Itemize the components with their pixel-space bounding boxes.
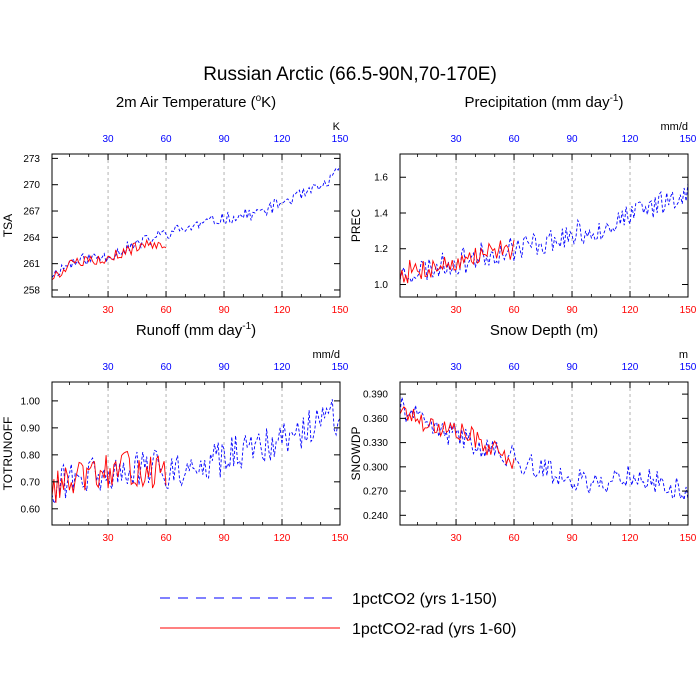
y-tick-label: 0.90	[21, 423, 41, 434]
x-tick-label-bottom: 60	[160, 533, 172, 544]
plot-frame	[51, 153, 341, 298]
y-tick-label: 0.70	[21, 477, 41, 488]
y-axis-label: PREC	[349, 208, 363, 242]
top-unit-label: m	[679, 349, 688, 361]
x-tick-label-bottom: 150	[332, 533, 349, 544]
x-tick-label-top: 150	[680, 362, 697, 373]
y-tick-label: 0.270	[363, 487, 388, 498]
x-tick-label-top: 150	[680, 134, 697, 145]
series-line-1pctCO2	[52, 165, 340, 278]
x-tick-label-bottom: 90	[218, 305, 230, 316]
x-tick-label-top: 120	[622, 134, 639, 145]
y-tick-label: 273	[23, 154, 40, 165]
series-line-1pctCO2	[400, 182, 688, 284]
panel-title: 2m Air Temperature (oK)	[116, 93, 276, 111]
x-tick-label-top: 150	[332, 362, 349, 373]
x-tick-label-top: 90	[218, 134, 230, 145]
x-tick-label-bottom: 120	[622, 305, 639, 316]
figure-title: Russian Arctic (66.5-90N,70-170E)	[203, 64, 497, 85]
series-line-1pctCO2	[52, 399, 340, 505]
x-tick-label-bottom: 120	[622, 533, 639, 544]
y-axis-label: SNOWDP	[349, 427, 363, 481]
x-tick-label-top: 90	[218, 362, 230, 373]
x-tick-label-top: 90	[566, 134, 578, 145]
legend-label-1pctco2-rad: 1pctCO2-rad (yrs 1-60)	[352, 621, 517, 638]
y-tick-label: 0.300	[363, 462, 388, 473]
legend: 1pctCO2 (yrs 1-150) 1pctCO2-rad (yrs 1-6…	[160, 591, 517, 638]
x-tick-label-top: 120	[274, 134, 291, 145]
y-tick-label: 270	[23, 180, 40, 191]
panel-air-temperature: 2m Air Temperature (oK) K 258 261 264 267 270 2…	[1, 93, 349, 316]
x-tick-label-top: 30	[102, 134, 114, 145]
x-tick-label-top: 120	[274, 362, 291, 373]
panel-precipitation: Precipitation (mm day-1) mm/d 1.0 1.2 1.4 1.6…	[349, 93, 697, 316]
top-unit-label: K	[333, 121, 341, 133]
y-axis-label: TOTRUNOFF	[1, 417, 15, 491]
y-tick-label: 0.80	[21, 450, 41, 461]
panel-runoff: Runoff (mm day-1) mm/d 0.60 0.70 0.80 0.90 1.0…	[1, 321, 349, 544]
x-tick-label-top: 120	[622, 362, 639, 373]
top-unit-label: mm/d	[661, 121, 689, 133]
x-tick-label-bottom: 120	[274, 305, 291, 316]
x-tick-label-bottom: 90	[566, 305, 578, 316]
x-tick-label-top: 90	[566, 362, 578, 373]
series-line-1pctCO2	[400, 397, 688, 502]
y-tick-label: 0.240	[363, 511, 388, 522]
x-tick-label-top: 30	[102, 362, 114, 373]
x-tick-label-bottom: 120	[274, 533, 291, 544]
x-tick-label-top: 60	[508, 362, 520, 373]
plot-frame	[399, 381, 689, 526]
panel-title: Runoff (mm day-1)	[136, 321, 256, 339]
x-tick-label-bottom: 150	[680, 305, 697, 316]
series-line-1pctCO2-rad	[52, 238, 167, 281]
x-tick-label-bottom: 90	[218, 533, 230, 544]
y-tick-label: 0.360	[363, 414, 388, 425]
x-tick-label-bottom: 30	[450, 305, 462, 316]
panel-title: Snow Depth (m)	[490, 322, 598, 339]
x-tick-label-bottom: 60	[508, 533, 520, 544]
y-tick-label: 1.00	[21, 396, 41, 407]
series-line-1pctCO2-rad	[400, 240, 515, 284]
y-tick-label: 1.4	[374, 208, 388, 219]
y-tick-label: 1.6	[374, 173, 388, 184]
x-tick-label-top: 30	[450, 362, 462, 373]
x-tick-label-bottom: 60	[160, 305, 172, 316]
top-unit-label: mm/d	[313, 349, 341, 361]
x-tick-label-bottom: 60	[508, 305, 520, 316]
series-line-1pctCO2-rad	[400, 406, 515, 469]
x-tick-label-bottom: 30	[102, 305, 114, 316]
y-tick-label: 0.60	[21, 504, 41, 515]
legend-label-1pctco2: 1pctCO2 (yrs 1-150)	[352, 591, 497, 608]
x-tick-label-top: 60	[508, 134, 520, 145]
y-axis-label: TSA	[1, 214, 15, 237]
x-tick-label-top: 30	[450, 134, 462, 145]
x-tick-label-top: 60	[160, 134, 172, 145]
y-tick-label: 1.2	[374, 244, 388, 255]
x-tick-label-bottom: 150	[332, 305, 349, 316]
x-tick-label-bottom: 30	[450, 533, 462, 544]
plot-frame	[399, 153, 689, 298]
panel-title: Precipitation (mm day-1)	[465, 93, 624, 111]
plot-frame	[51, 381, 341, 526]
series-line-1pctCO2-rad	[52, 450, 167, 503]
x-tick-label-bottom: 90	[566, 533, 578, 544]
x-tick-label-bottom: 150	[680, 533, 697, 544]
y-tick-label: 267	[23, 207, 40, 218]
y-tick-label: 0.390	[363, 390, 388, 401]
y-tick-label: 0.330	[363, 438, 388, 449]
x-tick-label-bottom: 30	[102, 533, 114, 544]
y-tick-label: 258	[23, 285, 40, 296]
y-tick-label: 1.0	[374, 280, 388, 291]
x-tick-label-top: 150	[332, 134, 349, 145]
panel-snow-depth: Snow Depth (m) m 0.240 0.270 0.300 0.330 0.360…	[349, 322, 697, 544]
x-tick-label-top: 60	[160, 362, 172, 373]
y-tick-label: 264	[23, 233, 40, 244]
y-tick-label: 261	[23, 259, 40, 270]
